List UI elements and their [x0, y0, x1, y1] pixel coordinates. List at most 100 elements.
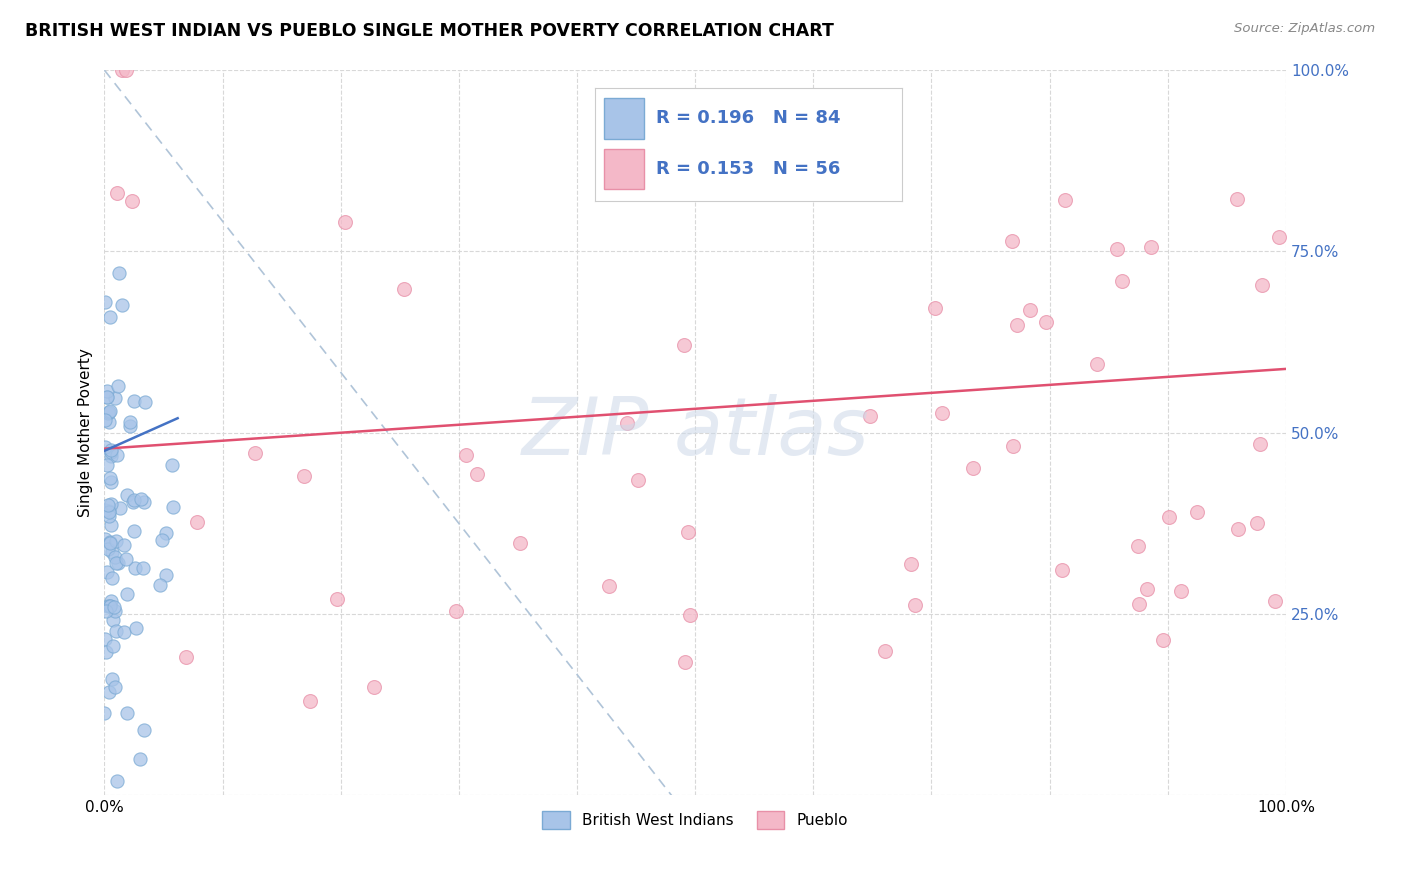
Point	[1264, 594, 1286, 608]
Point	[107, 379, 129, 393]
Point	[1018, 303, 1040, 318]
Point	[105, 624, 128, 638]
Point	[97, 599, 120, 614]
Point	[121, 495, 143, 509]
Point	[105, 448, 128, 462]
Point	[94, 645, 117, 659]
Point	[1268, 229, 1291, 244]
Point	[112, 624, 135, 639]
Point	[673, 655, 696, 669]
Point	[678, 525, 700, 540]
Point	[115, 587, 138, 601]
Point	[104, 603, 127, 617]
Point	[98, 505, 121, 519]
Point	[94, 503, 117, 517]
Point	[94, 440, 117, 454]
Point	[598, 579, 620, 593]
Point	[111, 63, 134, 78]
Point	[1035, 315, 1057, 329]
Point	[456, 448, 478, 462]
Point	[1226, 522, 1249, 536]
Point	[93, 706, 115, 720]
Point	[122, 492, 145, 507]
Point	[335, 215, 357, 229]
Point	[176, 650, 198, 665]
Point	[96, 390, 118, 404]
Point	[858, 409, 880, 423]
Point	[107, 266, 129, 280]
Point	[100, 593, 122, 607]
Point	[121, 194, 143, 208]
Point	[149, 578, 172, 592]
Point	[97, 542, 120, 557]
Point	[96, 458, 118, 472]
Point	[100, 517, 122, 532]
Point	[112, 538, 135, 552]
Point	[97, 504, 120, 518]
Text: Source: ZipAtlas.com: Source: ZipAtlas.com	[1234, 22, 1375, 36]
Point	[1007, 318, 1029, 332]
Point	[931, 406, 953, 420]
Point	[115, 552, 138, 566]
Point	[98, 404, 121, 418]
Point	[129, 491, 152, 506]
Point	[104, 391, 127, 405]
Point	[1001, 235, 1024, 249]
Point	[129, 752, 152, 766]
Point	[100, 545, 122, 559]
Point	[98, 534, 121, 549]
Point	[1170, 583, 1192, 598]
Point	[124, 524, 146, 538]
Point	[115, 706, 138, 720]
Point	[103, 549, 125, 564]
Point	[1246, 516, 1268, 530]
Point	[627, 473, 650, 487]
Point	[132, 723, 155, 737]
Point	[1128, 598, 1150, 612]
Point	[100, 445, 122, 459]
Point	[94, 413, 117, 427]
Point	[673, 337, 696, 351]
Point	[186, 515, 208, 529]
Point	[105, 186, 128, 201]
Point	[101, 639, 124, 653]
Point	[1050, 563, 1073, 577]
Point	[97, 415, 120, 429]
Point	[1001, 439, 1024, 453]
Point	[97, 406, 120, 420]
Point	[97, 685, 120, 699]
Point	[924, 301, 946, 316]
Point	[94, 295, 117, 310]
Point	[1249, 437, 1271, 451]
Point	[101, 614, 124, 628]
Point	[1111, 274, 1133, 288]
Point	[103, 600, 125, 615]
Point	[392, 282, 415, 296]
Point	[1157, 509, 1180, 524]
Point	[150, 533, 173, 548]
Point	[98, 599, 121, 614]
Point	[101, 570, 124, 584]
Point	[97, 405, 120, 419]
Point	[1226, 192, 1249, 206]
Point	[1053, 194, 1076, 208]
Point	[292, 469, 315, 483]
Point	[100, 442, 122, 457]
Point	[125, 621, 148, 635]
Point	[1105, 242, 1128, 256]
Point	[93, 632, 115, 647]
Point	[298, 694, 321, 708]
Point	[467, 467, 489, 481]
Point	[97, 499, 120, 513]
Point	[1139, 240, 1161, 254]
Point	[96, 604, 118, 618]
Point	[904, 598, 927, 612]
Point	[134, 394, 156, 409]
Point	[101, 672, 124, 686]
Point	[326, 592, 349, 607]
Point	[160, 458, 183, 472]
Point	[107, 556, 129, 570]
Point	[962, 460, 984, 475]
Legend: British West Indians, Pueblo: British West Indians, Pueblo	[536, 805, 853, 835]
Point	[122, 394, 145, 409]
